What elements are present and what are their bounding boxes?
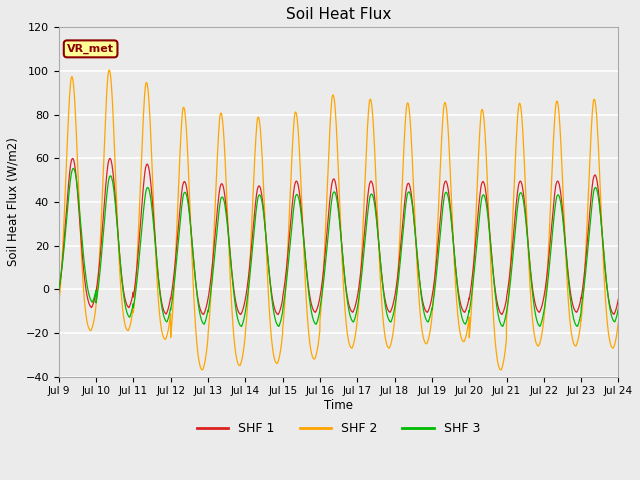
Y-axis label: Soil Heat Flux (W/m2): Soil Heat Flux (W/m2) [7,137,20,266]
Legend: SHF 1, SHF 2, SHF 3: SHF 1, SHF 2, SHF 3 [192,417,485,440]
Text: VR_met: VR_met [67,44,114,54]
Title: Soil Heat Flux: Soil Heat Flux [286,7,391,22]
X-axis label: Time: Time [324,399,353,412]
